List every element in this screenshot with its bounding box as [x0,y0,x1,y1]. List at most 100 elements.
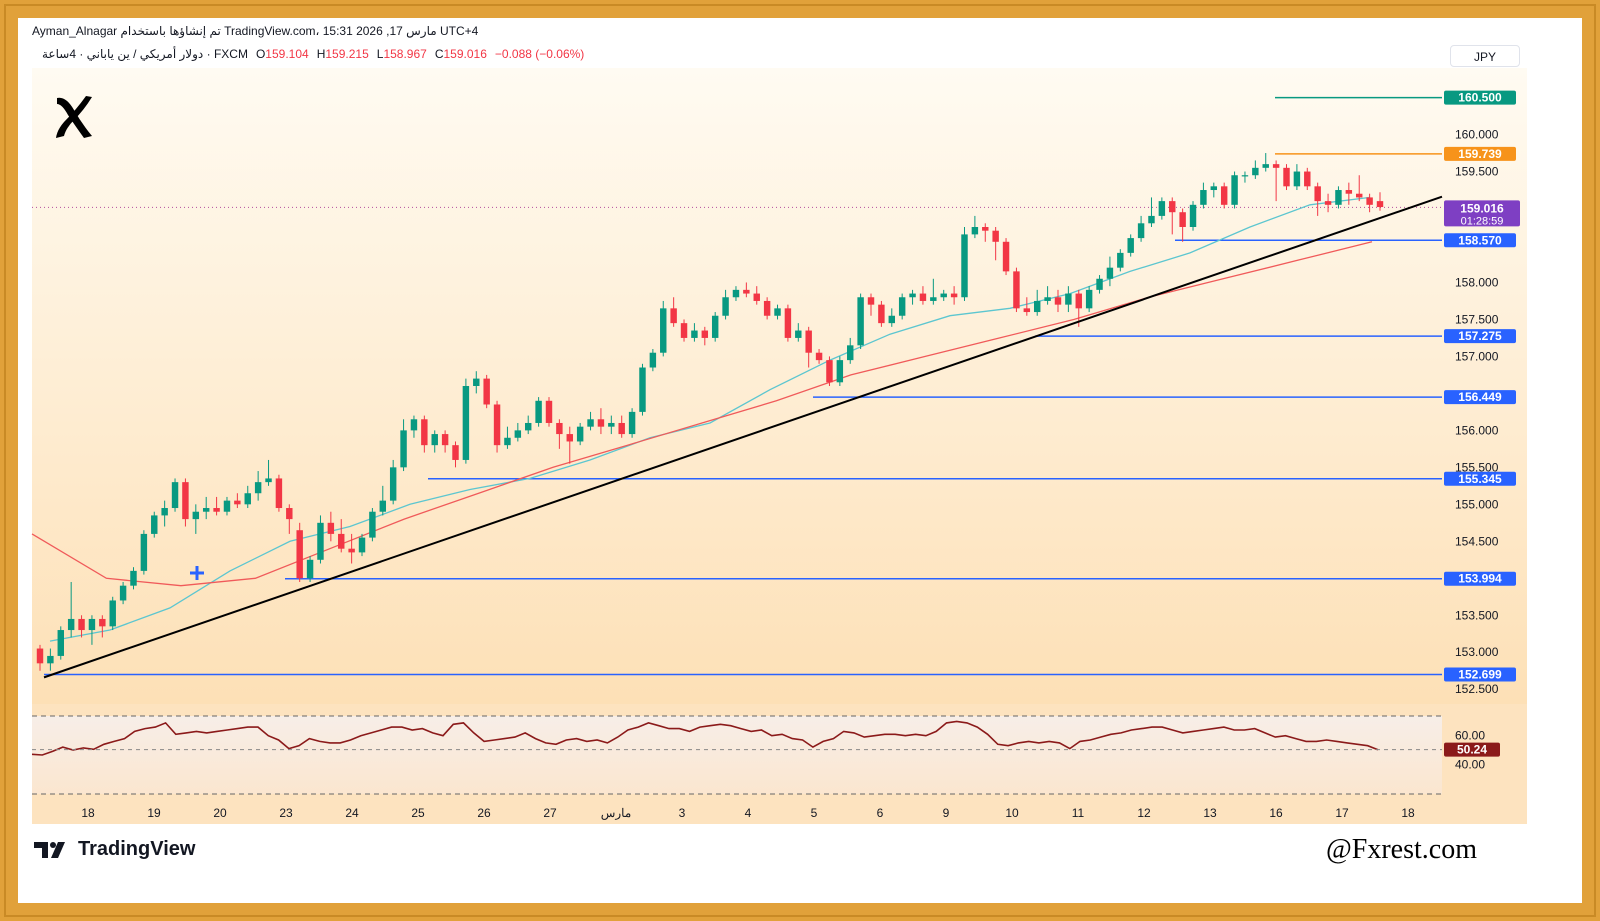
y-tick-label: 153.500 [1455,608,1499,622]
ohlc-close-key: C [434,47,444,61]
candle-body [1220,186,1228,205]
candle-body [857,297,864,346]
candle-body [369,511,376,538]
candle-body [130,570,137,586]
candle-body [732,289,740,298]
candle-body [701,330,709,338]
rsi-tick-label: 40.00 [1455,757,1485,771]
last-price-tag [1444,200,1520,227]
candle-body [1335,190,1342,205]
candle-body [1200,190,1207,205]
candle-body [795,330,802,338]
candle-body [1085,289,1093,309]
candle-body [826,360,833,383]
candle-body [441,434,449,446]
candle-body [317,522,324,560]
candle-body [213,508,220,512]
candle-body [1304,171,1311,187]
candle-body [431,434,438,446]
candle-body [867,297,875,305]
ohlc-low: 158.967 [383,47,427,61]
candle-body [1054,297,1062,305]
candle-body [389,467,397,501]
candle-body [1065,293,1072,305]
candle-body [670,308,677,324]
candle-body [504,437,511,446]
candle-body [182,482,189,520]
candle-body [691,330,698,338]
candle-body [483,378,490,405]
candle-body [815,352,823,361]
candle-body [358,537,366,553]
x-tick-label: 25 [411,806,425,820]
candle-body [1241,175,1249,177]
countdown-label: 01:28:59 [1461,215,1504,227]
x-tick-label: 4 [745,806,752,820]
candle-body [493,404,501,446]
candle-body [763,300,771,316]
candle-body [410,419,418,431]
candle-body [296,530,303,579]
candle-body [140,533,148,571]
candle-body [660,308,667,353]
rsi-last-label: 50.24 [1457,743,1487,757]
rsi-last-tag [1444,742,1500,757]
y-tick-label: 155.000 [1455,497,1499,511]
x-tick-label: 5 [811,806,818,820]
candle-body [151,515,158,534]
candle-body [452,445,459,460]
level-tag-label: 159.739 [1458,147,1502,161]
candle-body [265,478,272,483]
candle-body [88,618,96,631]
candle-body [618,422,625,435]
x-tick-label: 9 [943,806,950,820]
candle-body [99,618,106,627]
candle-body [119,585,127,601]
y-tick-label: 155.500 [1455,460,1499,474]
candle-body [982,227,989,231]
candle-body [587,419,594,427]
x-tick-label: 16 [1269,806,1283,820]
ohlc-open: 159.104 [265,47,309,61]
trendline[interactable] [43,195,1443,679]
candle-body [1293,171,1301,187]
x-tick-label: 10 [1005,806,1019,820]
tradingview-text: TradingView [78,838,196,860]
last-price-label: 159.016 [1460,201,1504,215]
currency-button[interactable]: JPY [1450,45,1520,67]
candle-body [566,434,573,442]
header-symbol-line: دولار أمريكي / ين ياباني · 4ساعة · FXCM … [42,47,584,61]
x-tick-label: 11 [1072,806,1085,820]
level-tag [1444,667,1516,682]
ohlc-close: 159.016 [443,47,487,61]
x-tick-label: 17 [1335,806,1349,820]
crosshair-marker-icon [190,566,204,580]
candle-body [1023,308,1031,313]
y-tick-label: 154.500 [1455,534,1499,548]
candle-body [1314,186,1321,202]
level-tag-label: 158.570 [1458,233,1502,247]
candle-body [275,478,283,509]
candle-body [805,330,812,353]
candle-body [171,482,179,509]
candle-body [1075,293,1082,309]
y-tick-label: 160.000 [1455,128,1499,142]
candle-body [338,533,345,549]
candle-body [223,500,231,512]
candle-body [192,511,200,520]
candle-body [400,430,407,468]
candle-body [1158,201,1166,216]
x-tick-label: 18 [1401,806,1415,820]
candle-body [1262,164,1269,168]
x-logo [56,96,92,138]
candle-body [1033,300,1041,313]
level-tag-label: 155.345 [1458,472,1502,486]
level-tag-label: 156.449 [1458,390,1502,404]
candle-body [1013,271,1020,309]
candle-body [711,315,719,338]
x-tick-label: 13 [1203,806,1217,820]
candle-body [940,293,947,298]
ohlc-high: 159.215 [325,47,369,61]
candle-body [473,378,480,386]
